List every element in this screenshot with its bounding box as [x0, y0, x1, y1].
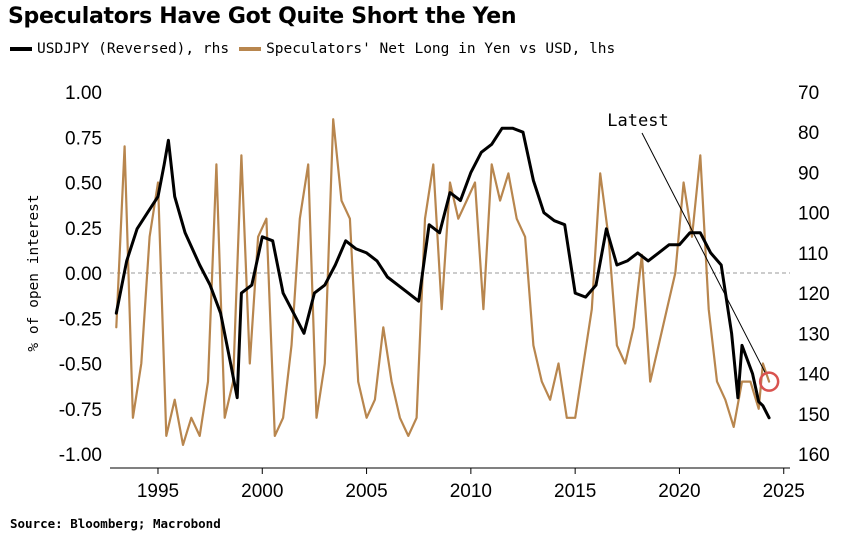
y-left-tick-label: 0.50 — [65, 174, 102, 195]
source-note: Source: Bloomberg; Macrobond — [10, 516, 221, 531]
series-group — [114, 118, 771, 446]
annotation: Latest — [607, 111, 780, 392]
x-tick-label: 2000 — [241, 481, 283, 502]
x-tick-label: 2015 — [554, 481, 596, 502]
y-right-tick-label: 160 — [798, 445, 830, 466]
series-usdjpy-line — [114, 126, 771, 420]
legend-label-usdjpy: USDJPY (Reversed), rhs — [37, 41, 230, 57]
y-left-tick-label: -0.75 — [59, 400, 102, 421]
y-left-tick-label: 0.75 — [65, 128, 102, 149]
y-left-tick-label: -0.50 — [59, 355, 102, 376]
latest-marker-circle — [758, 371, 780, 392]
x-tick-label: 2020 — [658, 481, 700, 502]
y-right-tick-label: 150 — [798, 405, 830, 426]
y-right-tick-label: 70 — [798, 83, 819, 104]
y-right-tick-label: 100 — [798, 204, 830, 225]
chart-title: Speculators Have Got Quite Short the Yen — [8, 4, 517, 29]
x-tick-label: 2005 — [345, 481, 387, 502]
chart-area: 1.00 0.75 0.50 0.25 0.00 -0.25 -0.50 -0.75 -1.00… — [26, 83, 830, 502]
x-tick-label: 2010 — [450, 481, 492, 502]
y-right-tick-label: 90 — [798, 163, 819, 184]
y-right-tick-label: 120 — [798, 284, 830, 305]
annotation-pointer-line — [641, 132, 766, 373]
x-tick-label: 2025 — [763, 481, 805, 502]
y-right-tick-label: 130 — [798, 324, 830, 345]
y-left-tick-label: 1.00 — [65, 83, 102, 104]
legend: USDJPY (Reversed), rhs Speculators' Net … — [10, 39, 625, 59]
y-right-tick-label: 80 — [798, 123, 819, 144]
legend-item-speculators: Speculators' Net Long in Yen vs USD, lhs — [239, 41, 615, 57]
y-left-tick-label: 0.00 — [65, 264, 102, 285]
legend-swatch-usdjpy — [10, 47, 32, 51]
x-tick-label: 1995 — [137, 481, 179, 502]
y-left-tick-label: -0.25 — [59, 309, 102, 330]
annotation-label: Latest — [607, 111, 668, 131]
y-right-tick-label: 140 — [798, 365, 830, 386]
legend-label-speculators: Speculators' Net Long in Yen vs USD, lhs — [266, 41, 616, 57]
y-left-tick-label: -1.00 — [59, 445, 102, 466]
y-right-tick-label: 110 — [798, 244, 828, 265]
series-speculators-line — [115, 118, 771, 446]
y-left-tick-label: 0.25 — [65, 219, 102, 240]
legend-swatch-speculators — [239, 47, 262, 51]
y-left-axis-title: % of open interest — [26, 194, 42, 351]
axes: 1.00 0.75 0.50 0.25 0.00 -0.25 -0.50 -0.75 -1.00… — [26, 83, 830, 502]
legend-item-usdjpy: USDJPY (Reversed), rhs — [10, 41, 229, 57]
